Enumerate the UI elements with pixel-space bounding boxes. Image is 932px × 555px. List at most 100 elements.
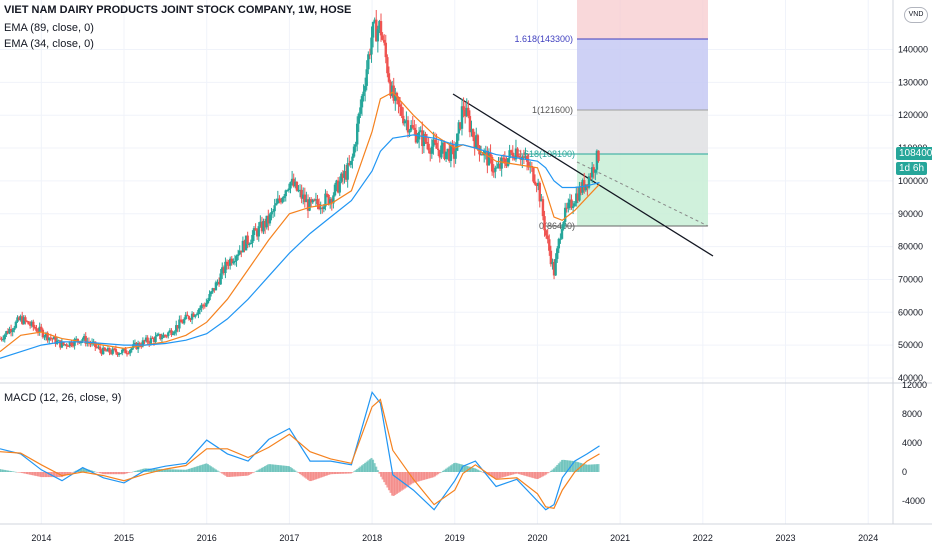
candle-body [448,148,451,161]
macd-hist-bar [364,462,367,472]
macd-hist-bar [478,470,481,472]
price-tick-label: 120000 [898,110,928,120]
candle-body [49,337,53,339]
price-tick-label: 80000 [898,242,923,252]
macd-hist-bar [413,472,416,483]
macd-hist-bar [238,472,241,477]
macd-hist-bar [306,472,309,480]
candle-body [305,199,308,203]
macd-hist-bar [345,472,348,474]
candle-body [432,139,435,147]
macd-hist-bar [38,472,41,477]
macd-hist-bar [218,471,221,473]
candle-body [416,139,419,143]
macd-hist-bar [554,466,557,472]
candle-body [54,336,57,344]
candle-body [16,317,19,322]
candle-body [430,146,434,154]
macd-axis[interactable]: -4000 0 4000 8000 12000 [902,380,927,506]
candle-body [533,181,537,185]
candle-body [160,337,164,340]
macd-hist-bar [572,460,575,472]
macd-hist-bar [595,464,598,472]
price-axis[interactable]: 4000050000600007000080000900001000001100… [898,45,928,384]
candle-body [252,228,256,235]
candle-body [43,336,46,338]
currency-badge[interactable]: VND [904,7,928,23]
macd-hist-bar [302,472,305,477]
candle-body [273,205,276,212]
candle-body [356,123,359,145]
candle-body [176,325,180,329]
macd-hist-bar [164,469,167,472]
fib-extension-tool[interactable]: 1.618(143300) 1(121600) 0.618(108100) 0(… [512,0,709,231]
macd-hist-bar [456,463,459,472]
macd-hist-bar [249,472,252,475]
macd-hist-bar [68,472,71,474]
macd-hist-bar [597,464,600,472]
macd-hist-bar [378,472,381,474]
downtrend-line[interactable] [452,93,714,257]
macd-hist-bar [395,472,398,494]
price-tick-label: 70000 [898,274,923,284]
macd-hist-bar [272,464,275,472]
macd-hist-bar [264,466,267,472]
candle-body [400,106,403,116]
candle-body [449,144,453,161]
macd-hist-bar [221,472,224,474]
candle-body [540,199,543,202]
macd-tick-label: 4000 [902,438,922,448]
time-axis[interactable]: 2014 2015 2016 2017 2018 2019 2020 2021 2022 2023… [31,533,878,543]
candle-body [206,300,210,304]
macd-hist-bar [502,472,505,478]
candle-body [524,156,527,158]
candle-body [444,151,448,160]
candle-body [443,142,446,160]
candle-body [338,181,341,193]
candle-body [152,338,156,342]
candle-body [511,152,514,159]
macd-hist-bar [279,465,282,472]
macd-hist-bar [51,472,54,478]
candle-body [184,314,187,320]
macd-hist-bar [165,469,168,472]
candle-body [182,319,186,324]
candle-body [51,338,54,340]
macd-hist-bar [354,470,357,472]
macd-hist-bar [229,472,232,477]
candle-body [109,352,113,354]
candle-body [594,169,597,173]
macd-hist-bar [548,472,551,473]
macd-hist-bar [29,472,32,475]
candle-body [140,346,143,348]
macd-hist-bar [27,472,30,475]
candle-body [251,234,254,243]
price-tick-label: 130000 [898,77,928,87]
candle-body [57,340,60,342]
macd-hist-bar [181,469,184,472]
macd-hist-bar [22,472,25,474]
macd-hist-bar [3,469,6,472]
candle-body [19,316,22,320]
candle-body [551,261,554,265]
macd-hist-bar [360,465,363,472]
macd-hist-bar [140,469,143,472]
macd-hist-bar [13,471,16,473]
macd-hist-bar [397,472,400,493]
macd-hist-bar [0,469,1,472]
candle-body [559,238,562,240]
macd-hist-bar [254,471,257,472]
macd-hist-bar [79,468,82,472]
macd-hist-bar [568,460,571,472]
chart-title: VIET NAM DAIRY PRODUCTS JOINT STOCK COMP… [4,4,352,16]
candle-body [194,315,197,317]
macd-hist-bar [116,472,119,475]
macd-hist-bar [457,463,460,472]
candle-body [197,309,200,315]
candle-body [192,313,195,317]
candle-body [467,107,470,117]
macd-hist-bar [475,468,478,472]
candle-body [438,150,441,158]
candle-body [157,334,160,336]
